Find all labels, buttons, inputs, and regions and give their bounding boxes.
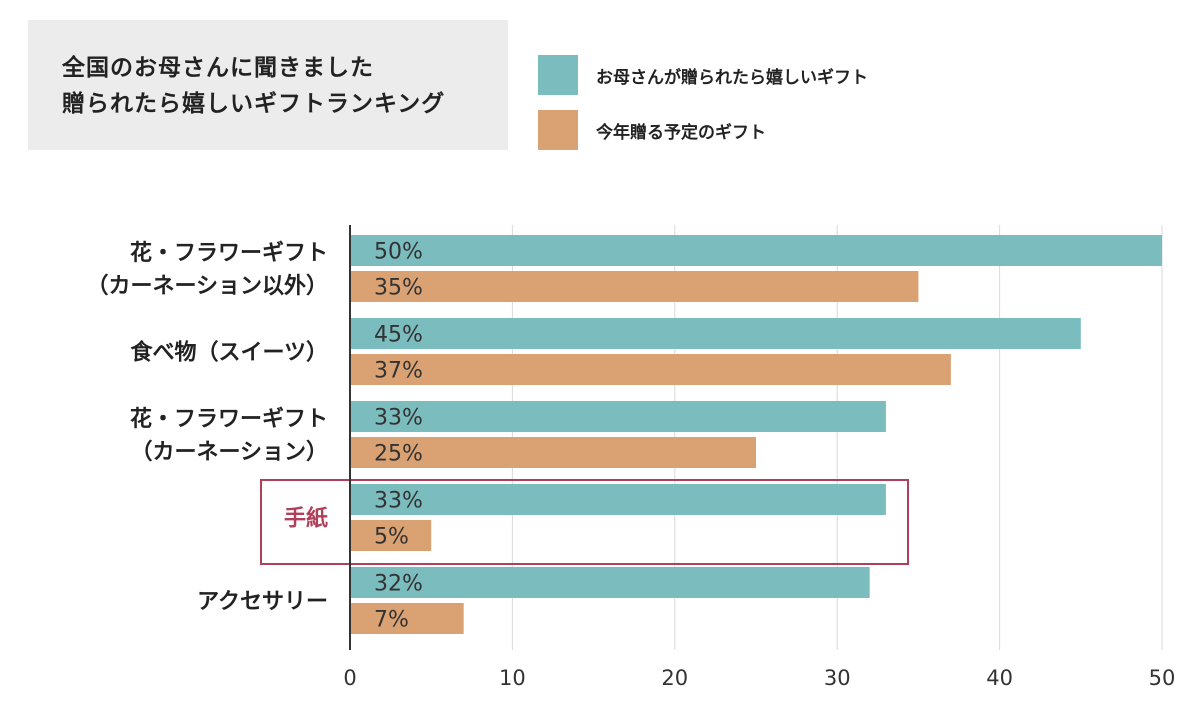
bar-planned-0 [350, 271, 919, 302]
bar-value-label: 33% [374, 489, 423, 514]
bar-wanted-1 [350, 318, 1081, 349]
category-label: アクセサリー [197, 590, 328, 615]
legend-label-series2: 今年贈る予定のギフト [596, 122, 766, 143]
x-tick-label: 20 [661, 666, 688, 690]
bar-planned-4 [350, 603, 464, 634]
chart-title-line2: 贈られたら嬉しいギフトランキング [62, 91, 446, 117]
legend-label-series1: お母さんが贈られたら嬉しいギフト [596, 67, 868, 88]
legend-swatch-series2 [538, 110, 578, 150]
highlight-box [260, 479, 909, 565]
bar-planned-1 [350, 354, 951, 385]
x-tick-label: 50 [1149, 666, 1176, 690]
category-label: 花・フラワーギフト [130, 406, 328, 432]
category-label: （カーネーション以外） [86, 273, 328, 299]
bar-value-label: 32% [374, 572, 423, 597]
chart-title-line1: 全国のお母さんに聞きました [62, 55, 374, 81]
bar-wanted-0 [350, 235, 1162, 266]
x-tick-label: 10 [499, 666, 526, 690]
legend-item-series2: 今年贈る予定のギフト [538, 110, 766, 150]
bar-value-label: 45% [374, 323, 423, 348]
category-label: 食べ物（スイーツ） [130, 340, 328, 366]
bar-planned-2 [350, 437, 756, 468]
bar-value-label: 37% [374, 359, 423, 384]
x-tick-label: 30 [824, 666, 851, 690]
bar-value-label: 35% [374, 276, 423, 301]
legend-item-series1: お母さんが贈られたら嬉しいギフト [538, 55, 868, 95]
title-box: 全国のお母さんに聞きました 贈られたら嬉しいギフトランキング [28, 20, 508, 150]
bar-planned-3 [350, 520, 432, 551]
x-tick-label: 0 [343, 666, 356, 690]
bar-value-label: 5% [374, 525, 409, 550]
bar-wanted-3 [350, 484, 886, 515]
category-label: （カーネーション） [130, 440, 328, 465]
legend-swatch-series1 [538, 55, 578, 95]
bar-value-label: 25% [374, 442, 423, 467]
category-label: 花・フラワーギフト [130, 240, 328, 266]
bar-value-label: 33% [374, 406, 423, 431]
bar-wanted-4 [350, 567, 870, 598]
bar-wanted-2 [350, 401, 886, 432]
x-tick-label: 40 [986, 666, 1013, 690]
category-label: 手紙 [284, 506, 328, 532]
bar-value-label: 50% [374, 240, 423, 265]
bar-value-label: 7% [374, 608, 409, 633]
